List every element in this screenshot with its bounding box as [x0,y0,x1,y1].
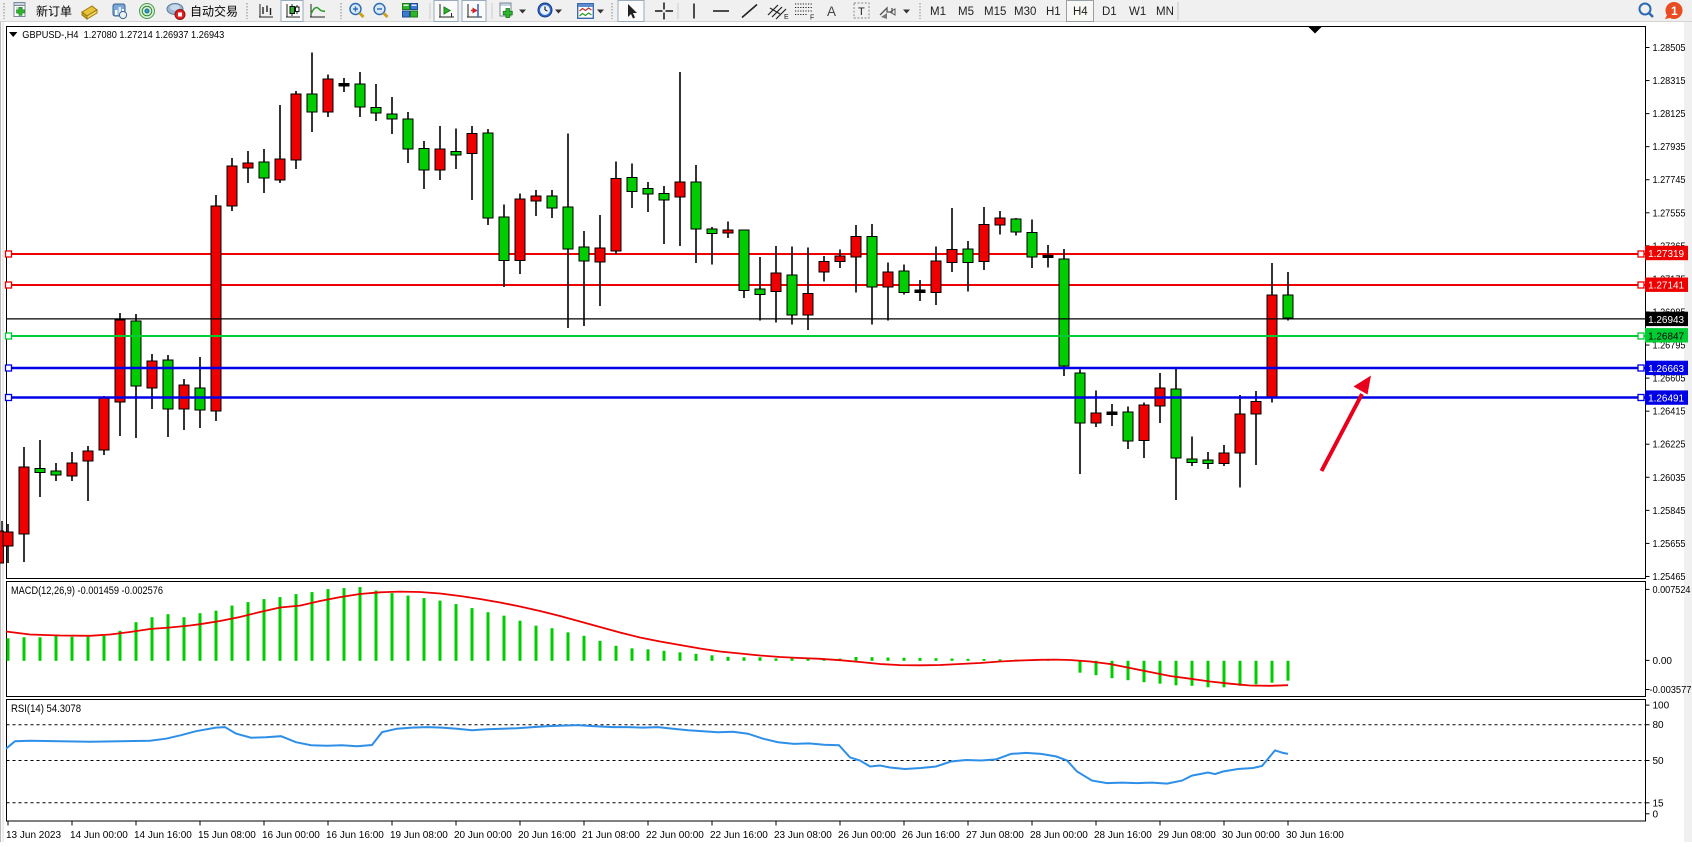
svg-text:21 Jun 08:00: 21 Jun 08:00 [582,830,640,841]
svg-text:1.27555: 1.27555 [1653,207,1686,219]
svg-text:1.26225: 1.26225 [1653,439,1686,451]
svg-text:D1: D1 [1102,6,1117,18]
svg-text:MN: MN [1156,6,1174,18]
svg-text:15 Jun 08:00: 15 Jun 08:00 [198,830,256,841]
svg-text:T: T [858,6,865,18]
svg-text:26 Jun 16:00: 26 Jun 16:00 [902,830,960,841]
svg-text:RSI(14) 54.3078: RSI(14) 54.3078 [11,703,81,715]
svg-text:-0.003577: -0.003577 [1650,685,1692,696]
svg-text:1.26605: 1.26605 [1653,373,1686,385]
svg-text:30 Jun 00:00: 30 Jun 00:00 [1222,830,1280,841]
svg-text:28 Jun 16:00: 28 Jun 16:00 [1094,830,1152,841]
svg-text:26 Jun 00:00: 26 Jun 00:00 [838,830,896,841]
svg-text:M1: M1 [930,6,946,18]
svg-text:1.26491: 1.26491 [1648,393,1684,405]
svg-text:M30: M30 [1014,6,1036,18]
svg-text:0: 0 [1653,809,1659,820]
svg-text:M15: M15 [984,6,1006,18]
svg-text:30 Jun 16:00: 30 Jun 16:00 [1286,830,1344,841]
svg-text:20 Jun 00:00: 20 Jun 00:00 [454,830,512,841]
svg-text:1.25655: 1.25655 [1653,538,1686,550]
svg-text:M5: M5 [958,6,974,18]
svg-text:29 Jun 08:00: 29 Jun 08:00 [1158,830,1216,841]
svg-text:13 Jun 2023: 13 Jun 2023 [6,830,61,841]
svg-text:1.26943: 1.26943 [1648,314,1684,326]
svg-text:H1: H1 [1046,6,1061,18]
svg-text:0.00: 0.00 [1653,656,1673,667]
svg-text:W1: W1 [1129,6,1146,18]
svg-text:27 Jun 08:00: 27 Jun 08:00 [966,830,1024,841]
svg-text:20 Jun 16:00: 20 Jun 16:00 [518,830,576,841]
svg-text:1.28125: 1.28125 [1653,108,1686,120]
svg-text:MACD(12,26,9) -0.001459 -0.002: MACD(12,26,9) -0.001459 -0.002576 [11,585,163,597]
svg-text:F: F [810,15,814,22]
svg-text:新订单: 新订单 [36,4,72,19]
svg-text:28 Jun 00:00: 28 Jun 00:00 [1030,830,1088,841]
svg-text:1.26795: 1.26795 [1653,340,1686,352]
svg-text:16 Jun 00:00: 16 Jun 00:00 [262,830,320,841]
svg-text:1.26663: 1.26663 [1648,363,1684,375]
svg-text:0.007524: 0.007524 [1653,585,1691,596]
svg-text:15: 15 [1653,798,1665,809]
svg-text:1.27141: 1.27141 [1648,280,1684,292]
svg-text:1.25845: 1.25845 [1653,505,1686,517]
svg-text:16 Jun 16:00: 16 Jun 16:00 [326,830,384,841]
svg-text:A: A [827,4,836,19]
svg-text:H4: H4 [1073,6,1088,18]
svg-text:1.28315: 1.28315 [1653,75,1686,87]
svg-text:1.26035: 1.26035 [1653,472,1686,484]
svg-text:E: E [784,14,789,21]
svg-text:1.26415: 1.26415 [1653,406,1686,418]
svg-text:19 Jun 08:00: 19 Jun 08:00 [390,830,448,841]
svg-text:1.27745: 1.27745 [1653,174,1686,186]
svg-text:1.28505: 1.28505 [1653,42,1686,54]
svg-text:GBPUSD-,H4 1.27080 1.27214 1.: GBPUSD-,H4 1.27080 1.27214 1.26937 1.269… [22,29,224,41]
svg-text:1.25465: 1.25465 [1653,571,1686,583]
svg-text:1: 1 [1671,4,1678,18]
svg-text:22 Jun 00:00: 22 Jun 00:00 [646,830,704,841]
svg-text:14 Jun 00:00: 14 Jun 00:00 [70,830,128,841]
svg-text:14 Jun 16:00: 14 Jun 16:00 [134,830,192,841]
svg-text:80: 80 [1653,720,1665,731]
svg-text:100: 100 [1653,701,1670,712]
svg-text:22 Jun 16:00: 22 Jun 16:00 [710,830,768,841]
svg-text:自动交易: 自动交易 [190,4,238,19]
svg-text:1.26847: 1.26847 [1648,330,1684,342]
svg-text:1.27319: 1.27319 [1648,248,1684,260]
svg-text:23 Jun 08:00: 23 Jun 08:00 [774,830,832,841]
svg-text:1.27935: 1.27935 [1653,141,1686,153]
svg-text:50: 50 [1653,756,1665,767]
